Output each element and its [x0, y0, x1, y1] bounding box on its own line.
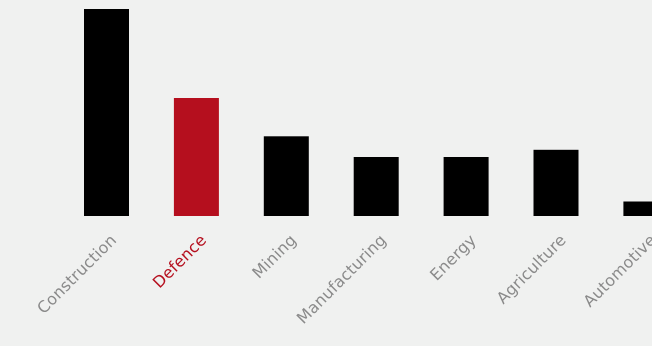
category-label-manufacturing: Manufacturing — [293, 230, 390, 327]
category-label-agriculture: Agriculture — [493, 230, 570, 307]
bar-energy — [443, 157, 489, 216]
category-label-defence: Defence — [149, 230, 210, 291]
bar-mining — [263, 136, 309, 216]
bar-agriculture — [533, 149, 579, 216]
bar-defence — [173, 98, 219, 216]
category-label-mining: Mining — [248, 230, 300, 282]
bar-construction — [84, 9, 129, 216]
bar-automotive — [623, 201, 652, 216]
category-label-energy: Energy — [426, 230, 480, 284]
bar-manufacturing — [353, 157, 399, 216]
category-label-construction: Construction — [33, 230, 120, 317]
category-label-automotive: Automotive — [579, 230, 652, 310]
bars-group — [84, 9, 652, 216]
